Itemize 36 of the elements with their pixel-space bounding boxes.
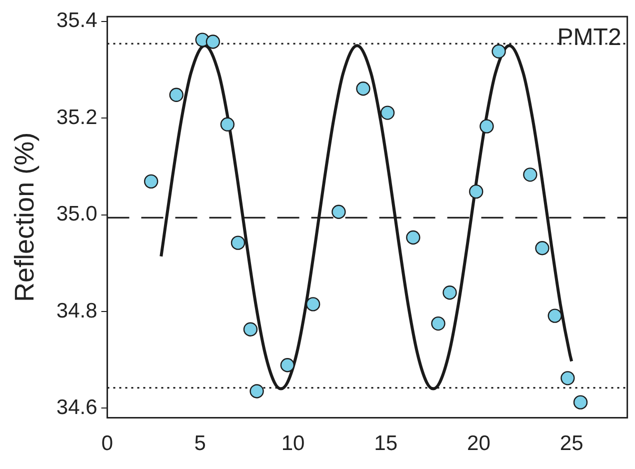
point — [480, 119, 494, 134]
x-tick-label: 10 — [281, 432, 305, 456]
x-tick-label: 25 — [560, 432, 584, 456]
y-axis-title: Reflection (%) — [10, 132, 40, 302]
point — [573, 395, 588, 410]
y-tick-label: 34.8 — [56, 299, 98, 322]
point — [469, 184, 484, 199]
y-tick-label: 35.0 — [56, 202, 98, 226]
point — [332, 204, 346, 219]
point — [523, 168, 538, 182]
point — [220, 117, 235, 132]
x-tick-label: 15 — [374, 432, 398, 456]
y-tick-label: 35.4 — [56, 9, 98, 32]
point — [560, 371, 575, 386]
x-tick-label: 20 — [467, 432, 490, 456]
point — [406, 230, 420, 245]
point — [243, 322, 258, 336]
point — [280, 358, 295, 372]
point — [356, 82, 370, 96]
point — [144, 174, 158, 189]
point — [206, 34, 220, 49]
point — [548, 308, 562, 323]
point — [431, 316, 446, 331]
y-tick-label: 35.2 — [56, 106, 98, 129]
point — [250, 384, 264, 398]
point — [169, 88, 184, 102]
point — [306, 297, 320, 312]
point — [535, 241, 550, 256]
x-tick-label: 0 — [101, 432, 114, 456]
point — [442, 286, 457, 300]
point — [380, 106, 395, 120]
x-tick-label: 5 — [194, 432, 206, 456]
y-tick-label: 34.6 — [56, 396, 98, 419]
point — [230, 236, 246, 250]
annotation: PMT2 — [557, 24, 622, 52]
point — [492, 44, 506, 59]
